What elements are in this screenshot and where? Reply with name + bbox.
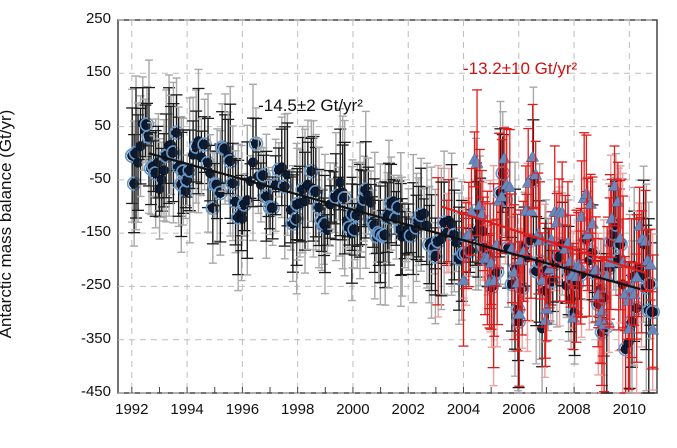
data-point-circle xyxy=(238,214,248,224)
y-tick-label: -50 xyxy=(63,170,111,187)
x-tick-label: 2006 xyxy=(494,401,544,418)
red-annotation-text: -13.2±10 Gt/yr² xyxy=(463,59,577,79)
data-point-circle xyxy=(350,225,360,235)
x-tick-label: 2004 xyxy=(439,401,489,418)
y-tick-label: -250 xyxy=(63,276,111,293)
data-point-circle xyxy=(314,203,324,213)
data-point-circle xyxy=(159,165,169,175)
x-tick-label: 2002 xyxy=(383,401,433,418)
chart-container: Antarctic mass balance (Gt/yr) -14.5±2 G… xyxy=(0,0,677,448)
x-tick-label: 1996 xyxy=(217,401,267,418)
x-tick-label: 2008 xyxy=(549,401,599,418)
x-tick-label: 2010 xyxy=(604,401,654,418)
data-point-circle xyxy=(155,184,165,194)
data-point-circle xyxy=(466,246,476,256)
y-tick-label: 50 xyxy=(63,117,111,134)
data-point-circle xyxy=(142,120,152,130)
y-tick-label: 150 xyxy=(63,63,111,80)
y-tick-label: 250 xyxy=(63,10,111,27)
data-point-circle xyxy=(208,203,218,213)
black-annotation-text: -14.5±2 Gt/yr² xyxy=(258,96,363,116)
data-point-circle xyxy=(335,178,345,188)
x-tick-label: 1992 xyxy=(107,401,157,418)
y-tick-label: -150 xyxy=(63,223,111,240)
x-tick-label: 1994 xyxy=(162,401,212,418)
x-tick-label: 1998 xyxy=(273,401,323,418)
y-tick-label: -350 xyxy=(63,330,111,347)
data-point-circle xyxy=(306,166,316,176)
data-point-circle xyxy=(144,132,154,142)
x-tick-label: 2000 xyxy=(328,401,378,418)
y-tick-label: -450 xyxy=(63,383,111,400)
y-axis-title: Antarctic mass balance (Gt/yr) xyxy=(0,110,16,339)
